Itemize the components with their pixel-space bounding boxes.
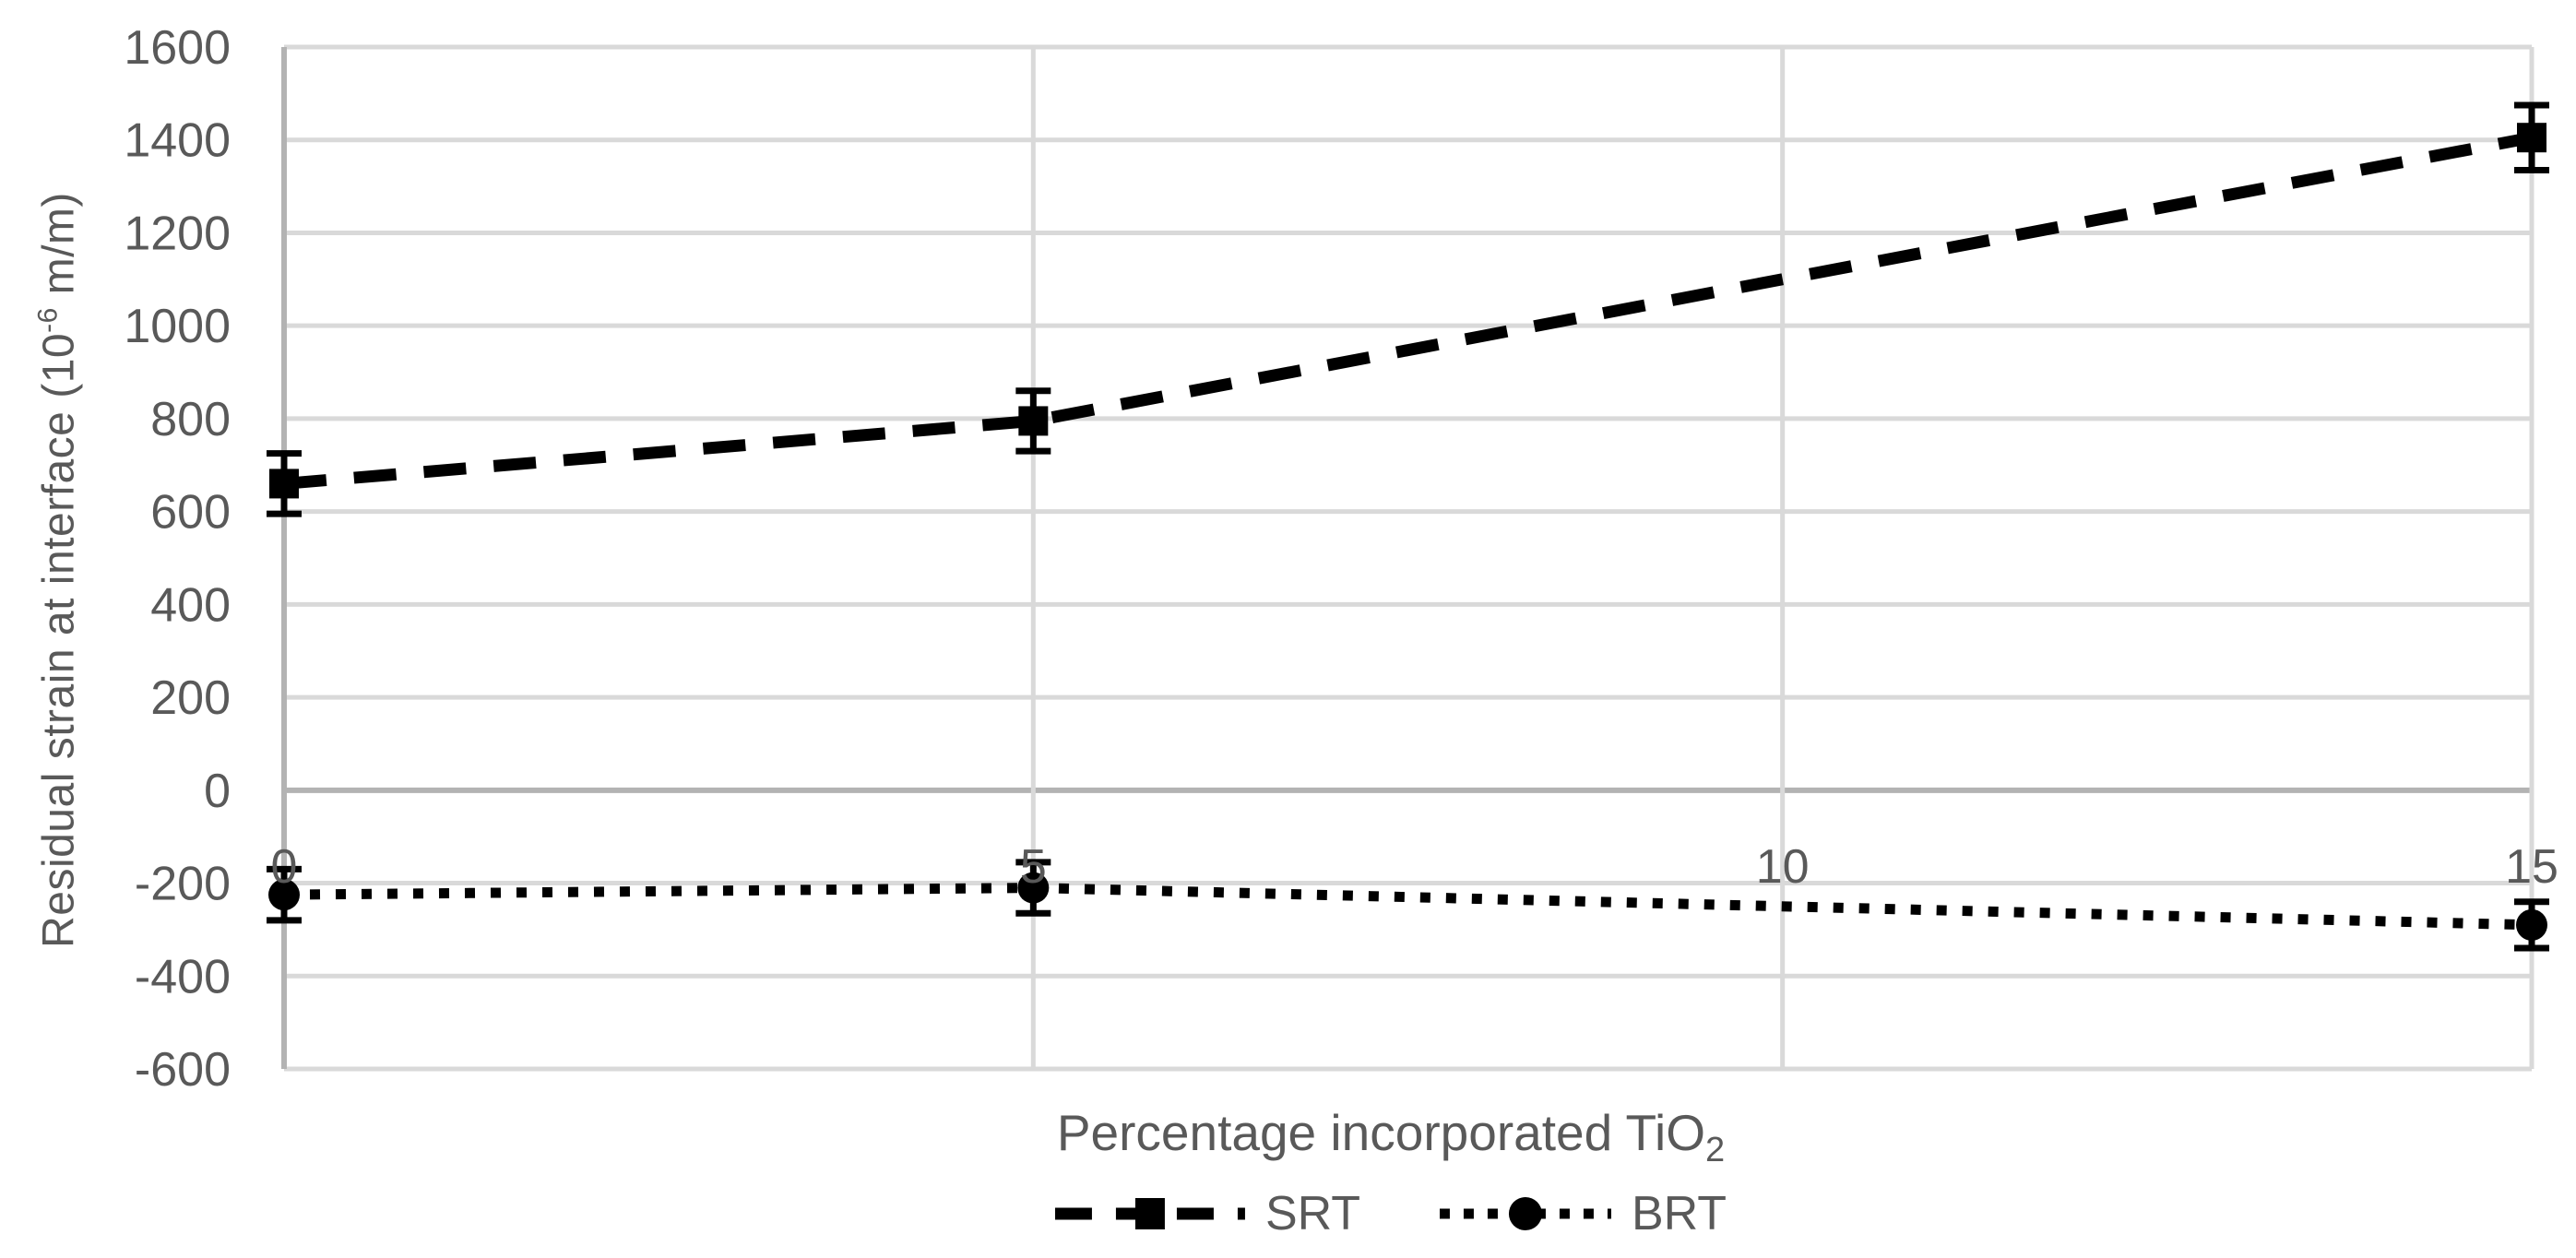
- x-axis-title-text: Percentage incorporated TiO: [1056, 1104, 1706, 1161]
- srt-marker: [269, 469, 299, 499]
- legend-label-srt: SRT: [1264, 1187, 1360, 1240]
- y-tick-label: 600: [150, 486, 231, 540]
- legend-sample-marker: [1509, 1197, 1542, 1230]
- brt-marker: [2516, 908, 2547, 941]
- y-tick-label: -200: [135, 858, 231, 911]
- y-axis-title-text: Residual strain at interface (10: [34, 332, 84, 948]
- y-tick-label: 200: [150, 671, 231, 725]
- y-tick-label: -600: [135, 1043, 231, 1097]
- y-tick-label: 1200: [124, 207, 231, 260]
- y-axis-title-unit: m/m): [34, 192, 84, 308]
- y-tick-label: 0: [204, 765, 231, 818]
- legend-sample-marker: [1134, 1198, 1165, 1229]
- srt-dashed-line-sample-icon: [1054, 1198, 1245, 1229]
- legend: SRT BRT: [1054, 1186, 1727, 1241]
- srt-series: [267, 101, 2549, 517]
- y-tick-label: 1400: [124, 114, 231, 168]
- y-tick-label: 1000: [124, 300, 231, 353]
- brt-line: [283, 883, 2533, 931]
- x-tick-label: 0: [271, 840, 298, 894]
- y-tick-label: 800: [150, 393, 231, 446]
- legend-item-brt: BRT: [1440, 1186, 1727, 1241]
- y-tick-label: 1600: [124, 21, 231, 75]
- srt-marker: [1018, 406, 1049, 436]
- x-axis-title: Percentage incorporated TiO2: [1056, 1103, 1725, 1169]
- y-axis-title: Residual strain at interface (10-6 m/m): [32, 192, 85, 948]
- y-tick-label: 400: [150, 578, 231, 632]
- srt-marker: [2517, 123, 2546, 153]
- y-axis-title-superscript: -6: [32, 307, 64, 333]
- x-axis-title-subscript: 2: [1705, 1131, 1726, 1169]
- brt-marker: [268, 879, 300, 911]
- x-tick-label: 5: [1020, 840, 1047, 894]
- legend-item-srt: SRT: [1054, 1186, 1360, 1241]
- brt-series: [267, 859, 2549, 952]
- x-tick-label: 10: [1756, 840, 1810, 894]
- brt-dotted-line-sample-icon: [1440, 1197, 1611, 1230]
- brt-marker: [1017, 872, 1050, 904]
- x-tick-label: 15: [2505, 840, 2558, 894]
- legend-label-brt: BRT: [1632, 1187, 1727, 1240]
- y-tick-label: -400: [135, 950, 231, 1003]
- srt-line: [283, 131, 2534, 490]
